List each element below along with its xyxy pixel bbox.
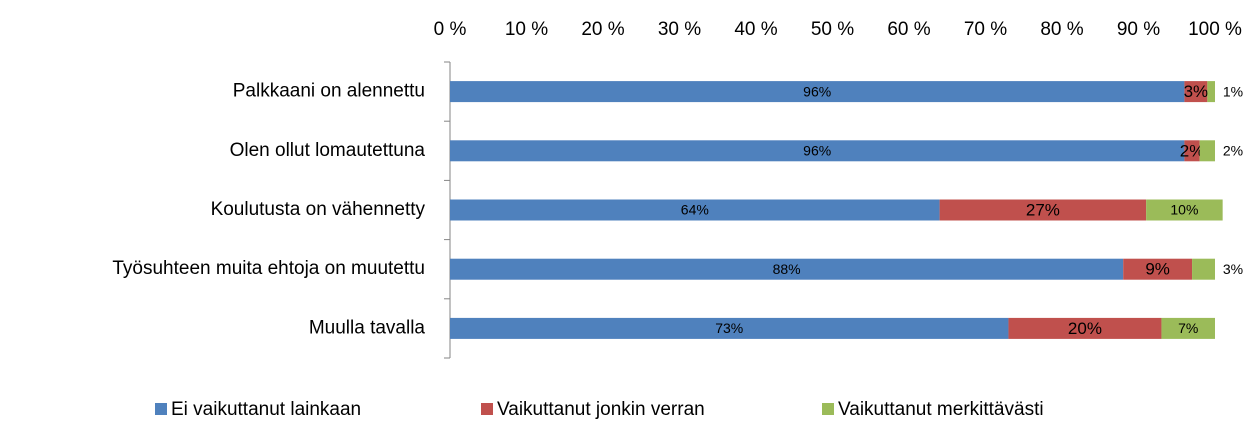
legend-label: Vaikuttanut merkittävästi [838, 399, 1044, 420]
bar-segment [1146, 199, 1223, 221]
x-tick-label: 20 % [581, 19, 624, 40]
bar-segment [450, 258, 1124, 280]
x-tick-label: 40 % [734, 19, 777, 40]
y-tick-label: Muulla tavalla [309, 317, 426, 338]
data-label: 88% [773, 261, 801, 277]
bar-segment [450, 140, 1185, 162]
data-label: 3% [1223, 261, 1243, 277]
bar-segment [450, 317, 1009, 339]
legend-swatch [822, 403, 834, 415]
x-tick-label: 70 % [964, 19, 1007, 40]
legend-swatch [155, 403, 167, 415]
data-label: 27% [1026, 200, 1060, 219]
data-label: 2% [1223, 143, 1243, 159]
bar-segment [1207, 81, 1215, 103]
y-tick-label: Palkkaani on alennettu [233, 81, 425, 102]
data-label: 64% [681, 202, 709, 218]
bar-segment [1123, 258, 1193, 280]
data-label: 96% [803, 83, 831, 99]
x-tick-label: 30 % [658, 19, 701, 40]
y-tick-label: Olen ollut lomautettuna [230, 140, 426, 161]
x-tick-label: 10 % [505, 19, 548, 40]
legend-label: Vaikuttanut jonkin verran [497, 399, 705, 420]
bar-segment [1184, 140, 1200, 162]
data-label: 73% [715, 320, 743, 336]
bar-segment [1199, 140, 1215, 162]
data-label: 96% [803, 143, 831, 159]
x-tick-label: 90 % [1117, 19, 1160, 40]
data-label: 20% [1068, 319, 1102, 338]
x-tick-label: 50 % [811, 19, 854, 40]
bar-segment [450, 199, 940, 221]
bar-segment [1008, 317, 1162, 339]
x-tick-label: 80 % [1040, 19, 1083, 40]
bar-segment [1192, 258, 1215, 280]
data-label: 9% [1145, 260, 1170, 279]
data-label: 2% [1180, 141, 1205, 160]
x-tick-label: 100 % [1188, 19, 1242, 40]
y-tick-label: Työsuhteen muita ehtoja on muutettu [112, 258, 425, 279]
bar-segment [450, 81, 1185, 103]
bar-segment [1161, 317, 1215, 339]
y-tick-label: Koulutusta on vähennetty [211, 199, 426, 220]
bar-segment [1184, 81, 1208, 103]
data-label: 10% [1170, 202, 1198, 218]
legend-label: Ei vaikuttanut lainkaan [171, 399, 361, 420]
bar-segment [939, 199, 1147, 221]
data-label: 7% [1178, 320, 1198, 336]
x-tick-label: 0 % [434, 19, 467, 40]
data-label: 3% [1184, 82, 1209, 101]
data-label: 1% [1223, 83, 1243, 99]
x-tick-label: 60 % [887, 19, 930, 40]
legend-swatch [481, 403, 493, 415]
